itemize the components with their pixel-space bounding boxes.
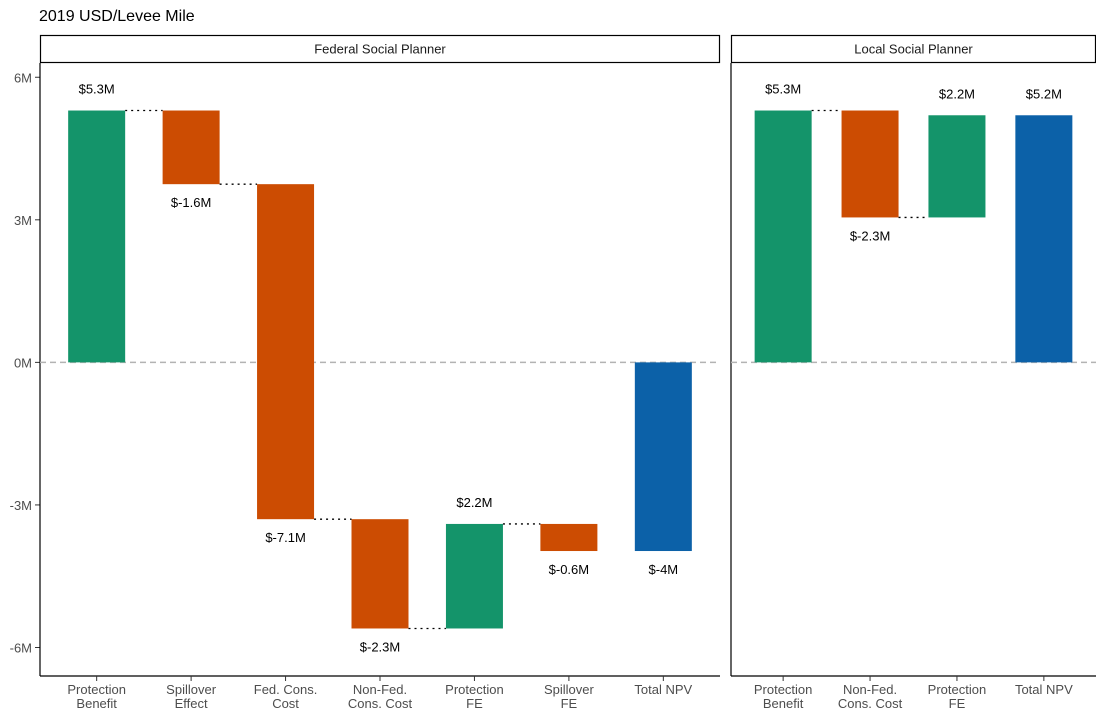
x-tick-label: Spillover Effect [166, 682, 217, 711]
x-tick-label: Protection Benefit [67, 682, 126, 711]
facet-strip [730, 34, 1096, 64]
bar-cost [162, 110, 220, 185]
x-tick-label: Protection Benefit [754, 682, 813, 711]
bar-total [634, 362, 692, 552]
facet-strip-label: Federal Social Planner [314, 42, 446, 57]
bar-benefit [754, 110, 812, 363]
facet-strip [39, 34, 721, 64]
y-tick-label: 0M [14, 355, 32, 370]
x-tick-label: Spillover FE [544, 682, 595, 711]
y-tick-label: 6M [14, 70, 32, 85]
bar-benefit [928, 115, 986, 218]
x-tick-label: Total NPV [634, 682, 692, 697]
x-tick-label: Non-Fed. Cons. Cost [348, 682, 413, 711]
y-tick-label: -3M [10, 498, 32, 513]
bar-total [1015, 115, 1073, 363]
data-label: $2.2M [939, 86, 975, 101]
x-tick-label: Fed. Cons. Cost [254, 682, 318, 711]
x-tick-label: Protection FE [445, 682, 504, 711]
facet-strip-label: Local Social Planner [854, 42, 973, 57]
bar-cost [351, 519, 409, 629]
x-tick-label: Protection FE [928, 682, 987, 711]
bar-cost [257, 184, 315, 520]
x-tick-label: Total NPV [1015, 682, 1073, 697]
data-label: $5.2M [1026, 86, 1062, 101]
y-tick-label: -6M [10, 640, 32, 655]
bar-cost [841, 110, 899, 218]
data-label: $-0.6M [549, 562, 589, 577]
bar-cost [540, 523, 598, 552]
data-label: $5.3M [79, 82, 115, 97]
data-label: $-2.3M [850, 228, 890, 243]
bar-benefit [445, 523, 503, 629]
data-label: $5.3M [765, 82, 801, 97]
y-tick-label: 3M [14, 213, 32, 228]
data-label: $-2.3M [360, 639, 400, 654]
data-label: $-1.6M [171, 195, 211, 210]
data-label: $-7.1M [265, 530, 305, 545]
chart-title: 2019 USD/Levee Mile [39, 8, 195, 25]
x-tick-label: Non-Fed. Cons. Cost [838, 682, 903, 711]
data-label: $2.2M [456, 495, 492, 510]
bar-benefit [68, 110, 126, 363]
data-label: $-4M [649, 562, 679, 577]
facet-panel-local: Local Social Planner $5.3M Protection Benef… [730, 34, 1096, 711]
facet-panel-federal: Federal Social Planner $5.3M Protection Ben… [39, 34, 721, 711]
